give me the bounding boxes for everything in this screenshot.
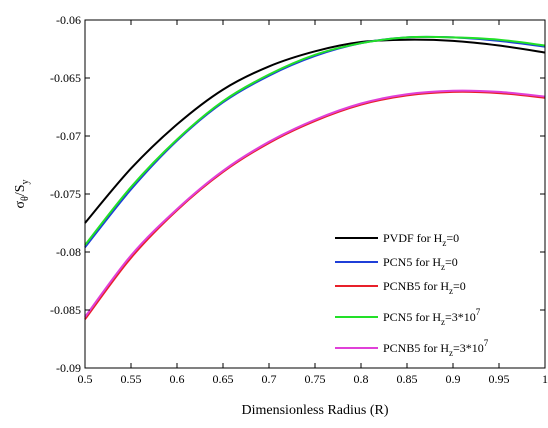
x-tick-label: 0.65	[213, 372, 234, 386]
series-layer	[84, 35, 546, 320]
x-axis-label: Dimensionless Radius (R)	[242, 403, 389, 418]
series-line-1	[84, 38, 546, 224]
y-tick-label: -0.065	[50, 71, 81, 85]
legend-label: PCNB5 for Hz=0	[383, 279, 466, 296]
series-line-2	[84, 35, 546, 248]
y-axis-label: σθ/Sy	[13, 179, 31, 208]
x-tick-label: 0.75	[305, 372, 326, 386]
y-tick-label: -0.075	[50, 187, 81, 201]
y-tick-label: -0.085	[50, 303, 81, 317]
x-tick-label: 0.95	[489, 372, 510, 386]
y-axis: -0.09 -0.085 -0.08 -0.075 -0.07 -0.065 -0.06	[50, 13, 545, 375]
x-tick-label: 0.85	[397, 372, 418, 386]
x-tick-label: 0.5	[78, 372, 93, 386]
series-line-5	[84, 89, 546, 318]
legend-label: PCN5 for Hz=3*107	[383, 307, 481, 327]
legend-label: PCNB5 for Hz=3*107	[383, 338, 489, 358]
y-tick-label: -0.07	[56, 129, 81, 143]
x-tick-label: 0.9	[446, 372, 461, 386]
y-tick-label: -0.06	[56, 13, 81, 27]
x-axis: 0.5 0.55 0.6 0.65 0.7 0.75 0.8 0.85 0.9 0.95 1	[78, 20, 548, 386]
series-line-3	[84, 90, 546, 320]
series-line-4	[84, 35, 546, 246]
x-tick-label: 0.7	[262, 372, 277, 386]
legend-label: PVDF for Hz=0	[383, 231, 459, 248]
legend: PVDF for Hz=0 PCN5 for Hz=0 PCNB5 for Hz=0…	[335, 231, 489, 358]
y-tick-label: -0.09	[56, 361, 81, 375]
x-tick-label: 0.6	[170, 372, 185, 386]
x-tick-label: 0.8	[354, 372, 369, 386]
y-tick-label: -0.08	[56, 245, 81, 259]
legend-label: PCN5 for Hz=0	[383, 255, 458, 272]
x-tick-label: 0.55	[121, 372, 142, 386]
x-tick-label: 1	[542, 372, 548, 386]
